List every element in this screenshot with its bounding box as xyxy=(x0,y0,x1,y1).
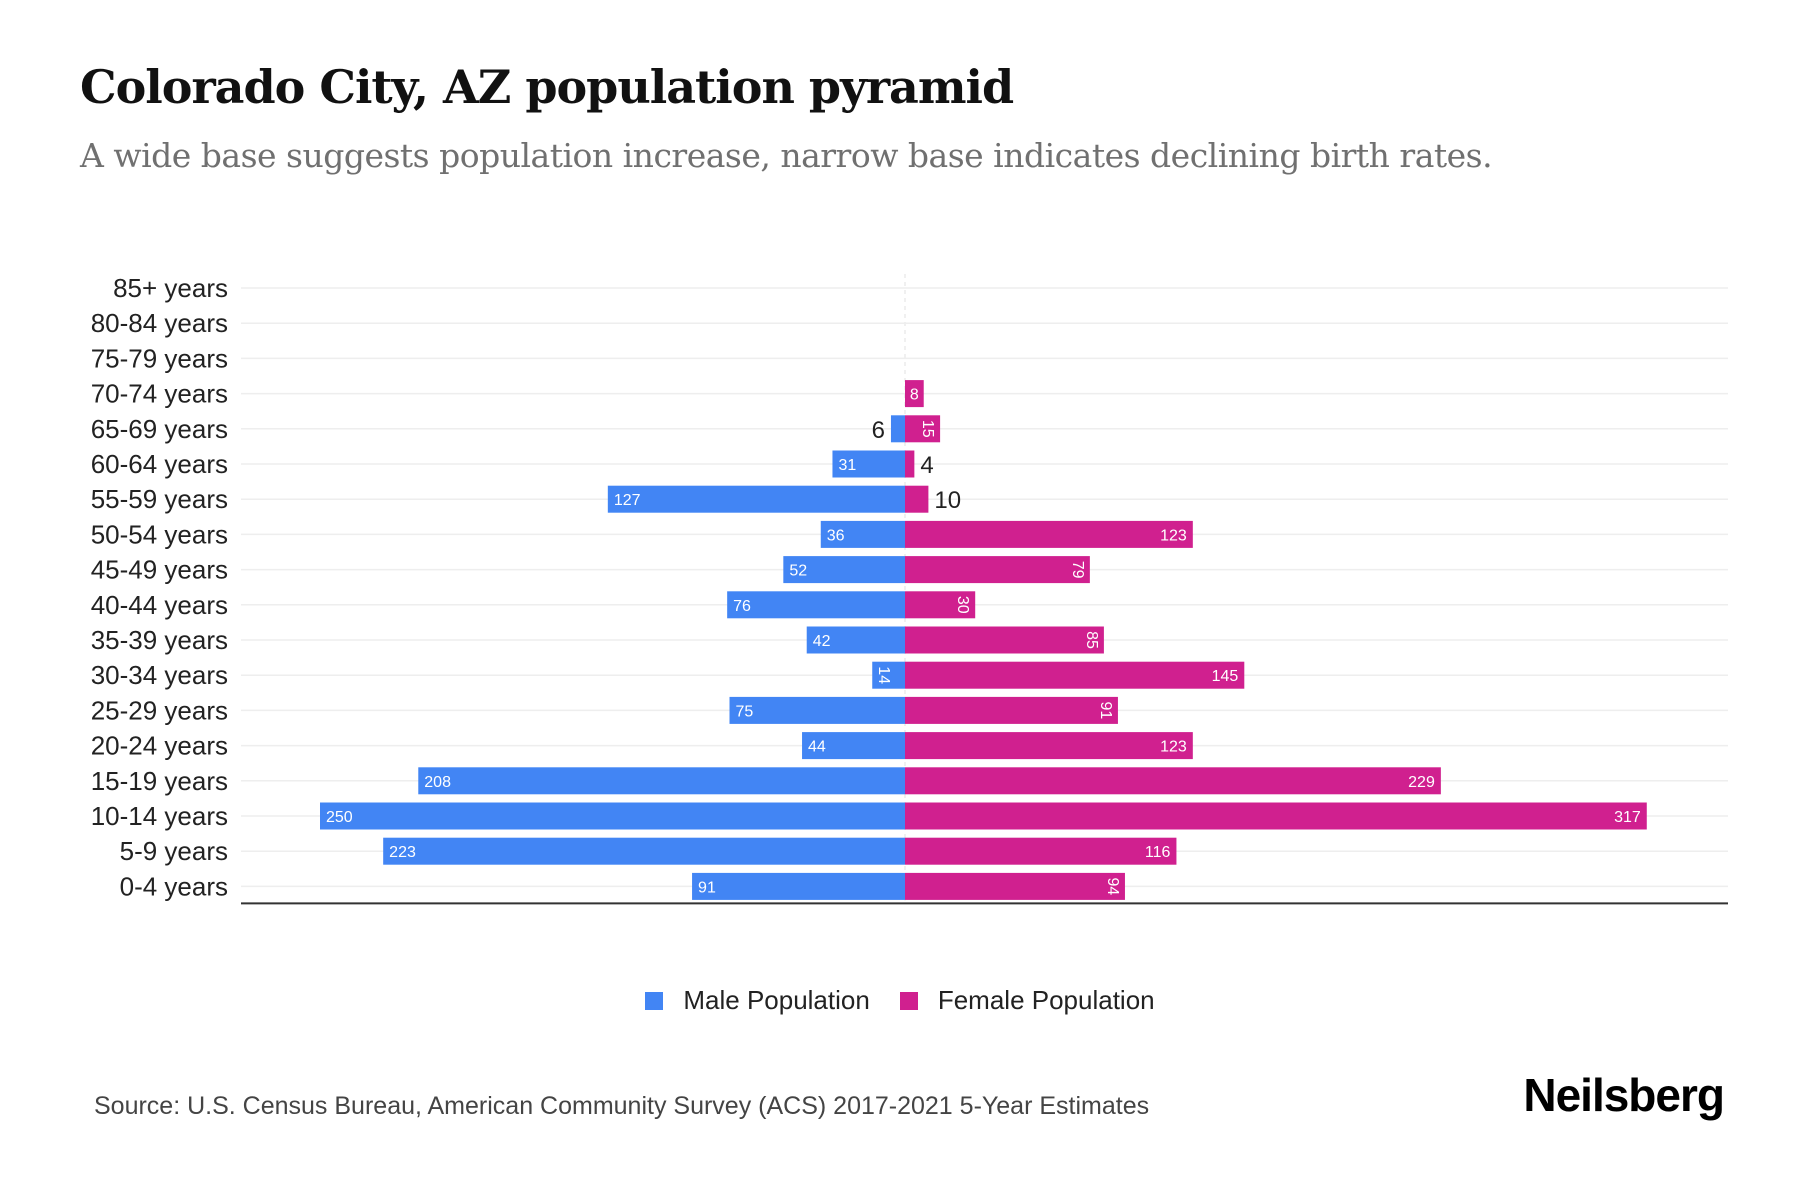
bar-female xyxy=(905,661,1245,689)
y-tick-label: 40-44 years xyxy=(91,590,228,620)
legend-item-female[interactable]: Female Population xyxy=(899,985,1155,1016)
y-tick-label: 55-59 years xyxy=(91,484,228,514)
bar-female xyxy=(905,591,976,619)
data-label-female: 8 xyxy=(910,387,919,404)
bar-male xyxy=(320,802,905,830)
data-label-male: 250 xyxy=(326,809,353,826)
data-label-male: 6 xyxy=(872,417,885,444)
data-label-male: 127 xyxy=(614,492,641,509)
legend: Male Population Female Population xyxy=(0,985,1800,1016)
legend-label-female: Female Population xyxy=(937,985,1155,1015)
bar-female xyxy=(905,380,924,408)
data-label-female: 116 xyxy=(1145,844,1171,861)
data-label-female: 229 xyxy=(1408,774,1435,791)
data-label-female: 15 xyxy=(919,420,936,438)
bar-male xyxy=(890,415,905,443)
bar-female xyxy=(905,872,1125,900)
y-tick-label: 20-24 years xyxy=(91,731,228,761)
data-label-female: 91 xyxy=(1097,702,1114,720)
y-tick-label: 15-19 years xyxy=(91,766,228,796)
brand-logo: Neilsberg xyxy=(1523,1069,1725,1121)
data-label-female: 30 xyxy=(954,596,971,614)
bar-female xyxy=(905,450,915,478)
bar-male xyxy=(832,450,905,478)
y-tick-label: 10-14 years xyxy=(91,801,228,831)
data-label-male: 44 xyxy=(808,739,826,756)
data-label-female: 123 xyxy=(1160,739,1187,756)
bar-female xyxy=(905,556,1090,584)
y-tick-label: 80-84 years xyxy=(91,308,228,338)
bar-male xyxy=(383,837,905,865)
data-label-female: 123 xyxy=(1160,527,1187,544)
bar-female xyxy=(905,732,1193,760)
data-label-male: 36 xyxy=(827,527,845,544)
y-tick-label: 75-79 years xyxy=(91,343,228,373)
data-label-female: 79 xyxy=(1069,561,1086,579)
chart-title: Colorado City, AZ population pyramid xyxy=(80,60,1014,114)
bar-male xyxy=(607,485,905,513)
bar-male xyxy=(783,556,905,584)
y-tick-label: 85+ years xyxy=(113,273,228,303)
bar-female xyxy=(905,802,1647,830)
y-tick-label: 70-74 years xyxy=(91,379,228,409)
data-label-male: 208 xyxy=(424,774,451,791)
population-pyramid-chart: 85+ years 80-84 years 75-79 years 70-74 yea… xyxy=(91,273,1728,905)
y-tick-label: 45-49 years xyxy=(91,555,228,585)
female-swatch-icon xyxy=(899,991,918,1010)
chart-subtitle: A wide base suggests population increase… xyxy=(80,136,1493,175)
bar-female xyxy=(905,520,1193,548)
bar-male xyxy=(729,696,905,724)
data-label-female: 317 xyxy=(1614,809,1641,826)
data-label-male: 223 xyxy=(389,844,416,861)
bar-male xyxy=(727,591,905,619)
y-tick-label: 60-64 years xyxy=(91,449,228,479)
bar-male xyxy=(806,626,905,654)
data-label-female: 94 xyxy=(1104,878,1121,896)
data-label-female: 85 xyxy=(1083,631,1100,649)
y-tick-label: 35-39 years xyxy=(91,625,228,655)
y-tick-label: 30-34 years xyxy=(91,660,228,690)
legend-label-male: Male Population xyxy=(683,985,870,1015)
data-label-female: 145 xyxy=(1212,668,1239,685)
legend-item-male[interactable]: Male Population xyxy=(645,985,870,1016)
y-tick-label: 25-29 years xyxy=(91,695,228,725)
y-tick-label: 50-54 years xyxy=(91,519,228,549)
bar-male xyxy=(802,732,905,760)
y-tick-label: 65-69 years xyxy=(91,414,228,444)
y-tick-label: 0-4 years xyxy=(120,871,228,901)
bar-male xyxy=(872,661,905,689)
y-tick-label: 5-9 years xyxy=(120,836,228,866)
data-label-female: 4 xyxy=(920,452,933,479)
data-label-male: 52 xyxy=(789,563,807,580)
bar-male xyxy=(692,872,905,900)
bar-female xyxy=(905,696,1118,724)
data-label-female: 10 xyxy=(934,487,961,514)
data-label-male: 75 xyxy=(736,703,754,720)
data-label-male: 42 xyxy=(813,633,831,650)
data-label-male: 76 xyxy=(733,598,751,615)
data-label-male: 91 xyxy=(698,879,716,896)
bar-male xyxy=(418,767,905,795)
data-label-male: 14 xyxy=(875,666,892,684)
data-label-male: 31 xyxy=(838,457,856,474)
bar-female xyxy=(905,626,1104,654)
bar-female xyxy=(905,767,1441,795)
bar-female xyxy=(905,415,941,443)
male-swatch-icon xyxy=(645,991,664,1010)
bar-female xyxy=(905,837,1177,865)
source-note: Source: U.S. Census Bureau, American Com… xyxy=(94,1092,1150,1120)
bar-female xyxy=(905,485,929,513)
bar-male xyxy=(820,520,905,548)
